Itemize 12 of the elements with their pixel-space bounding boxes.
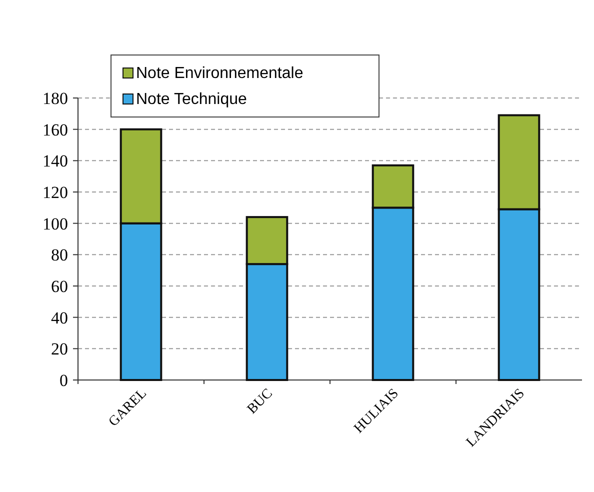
legend-label: Note Environnementale (136, 65, 304, 82)
y-tick-label: 0 (60, 370, 68, 390)
y-tick-label: 40 (51, 308, 68, 328)
y-tick-label: 160 (42, 120, 68, 140)
y-tick-label: 120 (42, 182, 68, 202)
y-tick-label: 60 (51, 276, 68, 296)
y-tick-label: 80 (51, 246, 68, 265)
y-tick-label: 140 (42, 152, 68, 171)
legend-label: Note Technique (136, 91, 247, 108)
y-tick-label: 180 (42, 88, 68, 108)
y-tick-label: 20 (51, 340, 68, 359)
y-tick-label: 100 (42, 214, 68, 234)
